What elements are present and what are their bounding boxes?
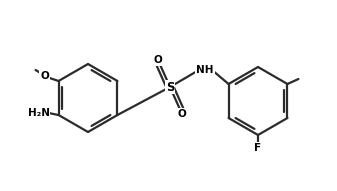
Text: H₂N: H₂N — [28, 108, 50, 118]
Text: O: O — [154, 55, 162, 65]
Text: O: O — [178, 109, 186, 119]
Text: S: S — [166, 80, 174, 94]
Text: F: F — [254, 143, 262, 153]
Text: NH: NH — [196, 65, 214, 75]
Text: O: O — [40, 71, 49, 81]
